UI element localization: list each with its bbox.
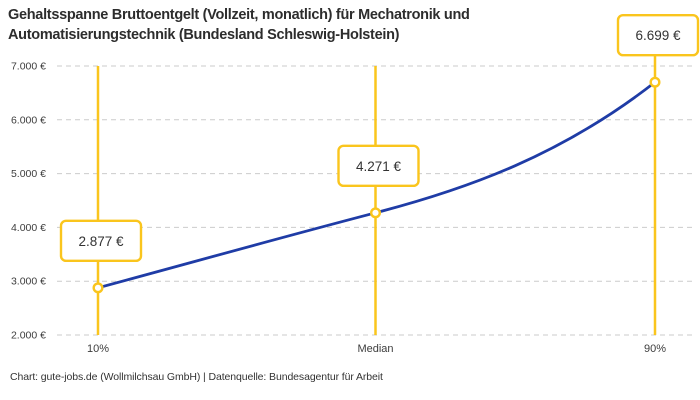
data-point-marker xyxy=(92,282,104,294)
chart-title: Gehaltsspanne Bruttoentgelt (Vollzeit, m… xyxy=(8,5,470,45)
chart-source-footer: Chart: gute-jobs.de (Wollmilchsau GmbH) … xyxy=(10,371,383,383)
value-label-boxes-group: 2.877 € 4.271 € 6.699 € xyxy=(59,13,700,263)
data-point-marker xyxy=(370,207,382,219)
y-tick-label: 5.000 € xyxy=(11,168,46,180)
y-tick-label: 4.000 € xyxy=(11,222,46,234)
data-point-marker xyxy=(649,76,661,88)
x-tick-label-median: Median xyxy=(357,343,393,355)
value-label-text: 4.271 € xyxy=(356,159,402,174)
data-point-markers-group xyxy=(92,76,661,294)
chart-title-line-1: Gehaltsspanne Bruttoentgelt (Vollzeit, m… xyxy=(8,7,470,23)
x-tick-label-90: 90% xyxy=(644,343,666,355)
x-axis-labels-group: 10% Median 90% xyxy=(87,343,666,355)
value-label-box xyxy=(59,219,143,263)
value-label-text: 6.699 € xyxy=(635,28,681,43)
chart-title-line-2: Automatisierungstechnik (Bundesland Schl… xyxy=(8,27,400,43)
value-label-text: 2.877 € xyxy=(78,234,124,249)
x-tick-label-10: 10% xyxy=(87,343,109,355)
y-tick-label: 7.000 € xyxy=(11,61,46,73)
y-axis-labels-group: 7.000 € 6.000 € 5.000 € 4.000 € 3.000 € 2.000… xyxy=(11,61,46,342)
y-tick-label: 3.000 € xyxy=(11,276,46,288)
value-label-box xyxy=(337,144,420,188)
guide-lines-group xyxy=(96,55,657,335)
y-tick-label: 6.000 € xyxy=(11,114,46,126)
value-label-box xyxy=(616,13,700,57)
y-tick-label: 2.000 € xyxy=(11,330,46,342)
